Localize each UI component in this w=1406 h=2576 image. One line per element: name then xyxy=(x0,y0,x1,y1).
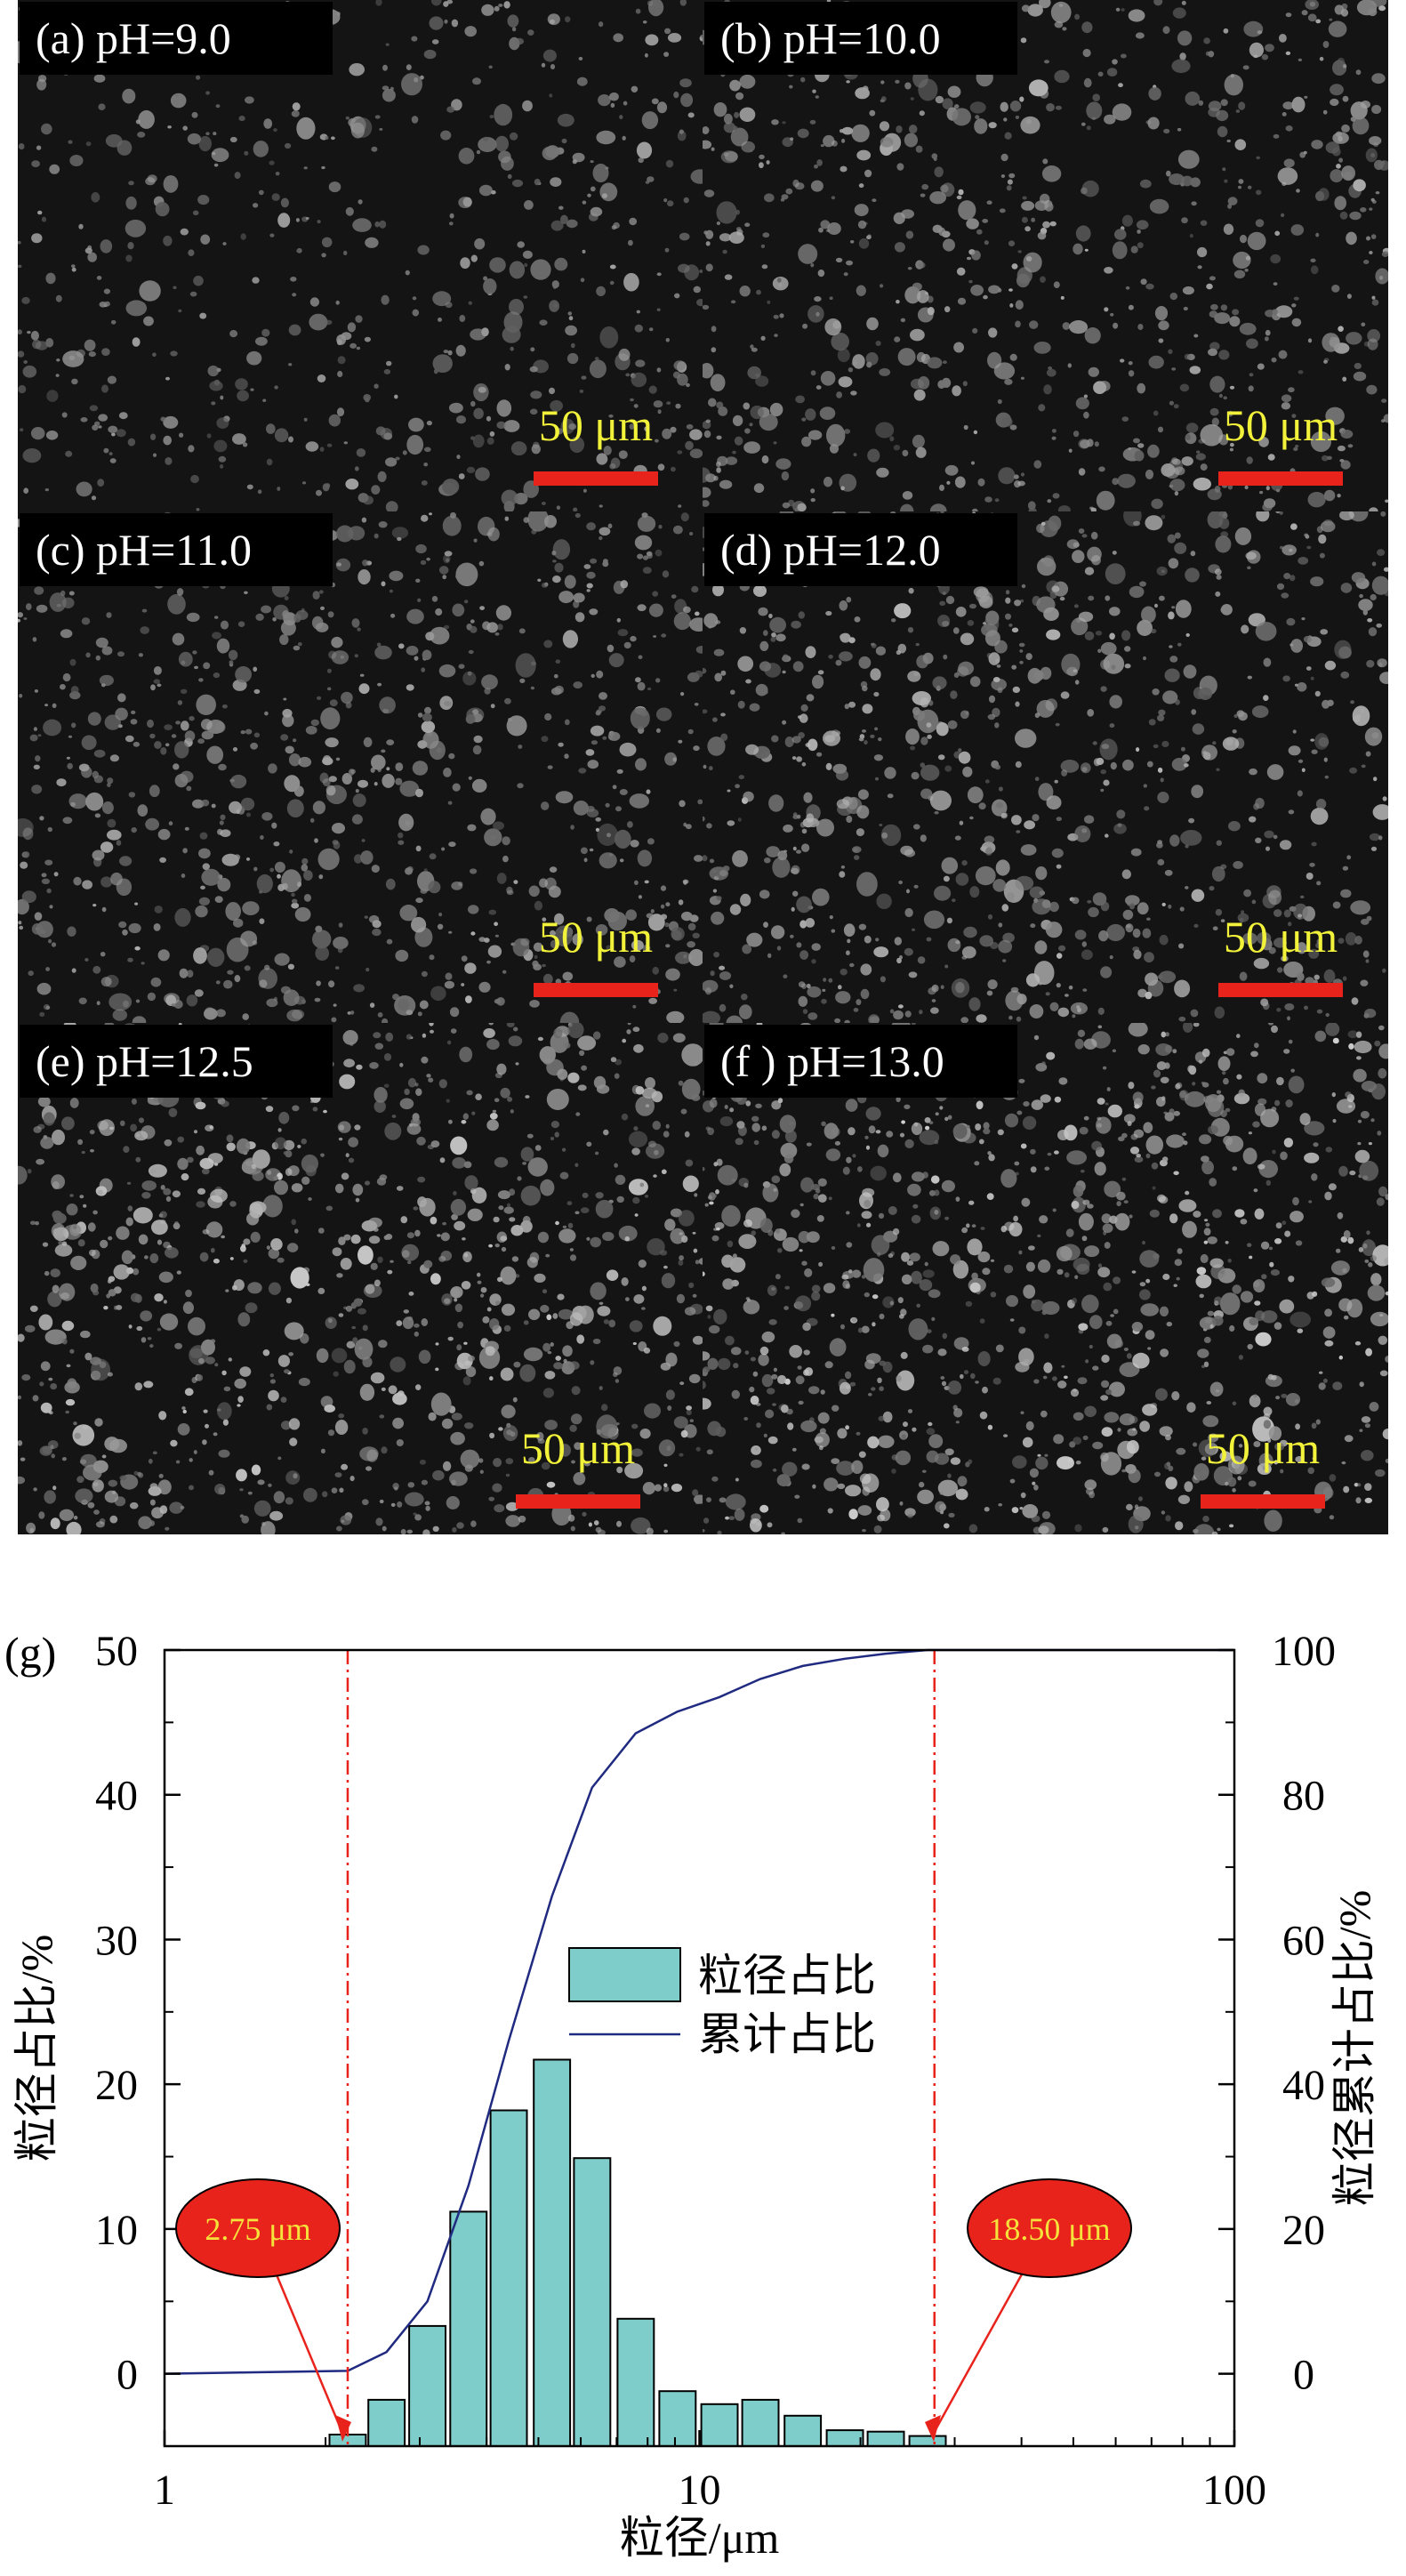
panel-label-box xyxy=(704,513,1017,586)
y-right-tick-label: 0 xyxy=(1293,2352,1314,2399)
bar xyxy=(658,2390,697,2448)
scale-bar xyxy=(1218,471,1343,486)
x-tick-label: 10 xyxy=(679,2467,721,2514)
marker-callout: 18.50 μm xyxy=(925,2178,1132,2442)
panel-label-box xyxy=(20,513,333,586)
callout-ellipse xyxy=(967,2178,1132,2278)
sem-micrograph-grid: (a) pH=9.050 μm(b) pH=10.050 μm(c) pH=11… xyxy=(18,0,1388,1534)
sem-panel: (f ) pH=13.0 50 μm xyxy=(703,1023,1388,1534)
panel-label-box xyxy=(704,1025,1017,1098)
sem-panel: (b) pH=10.0 50 μm xyxy=(703,0,1388,511)
marker-callout: 2.75 μm xyxy=(175,2178,351,2442)
sem-panel: (e) pH=12.5 50 μm xyxy=(18,1023,703,1534)
bar xyxy=(367,2398,406,2448)
y-left-tick-label: 40 xyxy=(95,1773,138,1820)
bar xyxy=(489,2109,528,2447)
bar xyxy=(783,2414,823,2447)
y-left-tick-label: 50 xyxy=(95,1628,138,1675)
callout-label: 18.50 μm xyxy=(988,2211,1110,2247)
sem-image xyxy=(18,511,703,1023)
legend-bar-label: 粒径占比 xyxy=(698,1951,876,2000)
panel-label: (e) pH=12.5 xyxy=(36,1036,253,1086)
y-left-tick-label: 30 xyxy=(95,1917,138,1964)
scale-bar xyxy=(1218,983,1343,997)
bar xyxy=(700,2403,739,2447)
sem-image xyxy=(703,1023,1388,1534)
bar-series xyxy=(328,2058,947,2448)
panel-label: (f ) pH=13.0 xyxy=(720,1036,944,1086)
panel-label: (d) pH=12.0 xyxy=(720,525,941,575)
sem-panel: (a) pH=9.0 50 μm xyxy=(18,0,703,511)
callout-arrow-line xyxy=(274,2272,344,2434)
y-left-tick-label: 10 xyxy=(95,2207,138,2254)
bar xyxy=(408,2324,447,2448)
bar xyxy=(533,2058,572,2447)
y-left-tick-label: 20 xyxy=(95,2062,138,2109)
sem-image xyxy=(18,1023,703,1534)
sem-image xyxy=(18,0,703,511)
callout-arrowhead xyxy=(335,2415,351,2442)
panel-label-g: (g) xyxy=(4,1628,56,1678)
sem-panel: (d) pH=12.0 50 μm xyxy=(703,511,1388,1023)
scale-bar xyxy=(516,1494,640,1509)
sem-image xyxy=(703,511,1388,1023)
sem-image xyxy=(703,0,1388,511)
callout-ellipse xyxy=(175,2178,341,2278)
bar xyxy=(741,2398,780,2448)
y-right-tick-label: 40 xyxy=(1282,2062,1325,2109)
y-right-tick-label: 100 xyxy=(1272,1628,1336,1675)
scale-bar xyxy=(534,471,658,486)
scale-bar-label: 50 μm xyxy=(539,400,653,450)
scale-bar xyxy=(534,983,658,997)
callout-arrowhead xyxy=(925,2415,941,2442)
particle-size-chart: 1 10 100 0 10 20 30 40 50 0 20 40 60 80 100 (g) 粒径/μm 粒径占… xyxy=(4,1628,1379,2563)
y-right-tick-label: 60 xyxy=(1282,1917,1325,1964)
y-right-tick-label: 80 xyxy=(1282,1773,1325,1820)
x-tick-label: 1 xyxy=(154,2467,175,2514)
x-axis-title: 粒径/μm xyxy=(620,2513,780,2563)
bar xyxy=(573,2157,612,2447)
y-right-tick-label: 20 xyxy=(1282,2207,1325,2254)
scale-bar-label: 50 μm xyxy=(539,912,653,962)
sem-panel: (c) pH=11.0 50 μm xyxy=(18,511,703,1023)
scale-bar-label: 50 μm xyxy=(1224,912,1338,962)
panel-label: (a) pH=9.0 xyxy=(36,13,231,63)
callout-label: 2.75 μm xyxy=(205,2211,310,2247)
x-tick-label: 100 xyxy=(1202,2467,1266,2514)
panel-label-box xyxy=(20,1025,333,1098)
panel-label: (b) pH=10.0 xyxy=(720,13,941,63)
bar xyxy=(825,2429,864,2447)
panel-label-box xyxy=(704,2,1017,75)
panel-label-box xyxy=(20,2,333,75)
scale-bar xyxy=(1201,1494,1325,1509)
y-right-axis-title: 粒径累计占比/% xyxy=(1330,1890,1379,2207)
y-left-tick-label: 0 xyxy=(116,2352,138,2399)
scale-bar-label: 50 μm xyxy=(521,1423,635,1473)
panel-label: (c) pH=11.0 xyxy=(36,525,252,575)
scale-bar-label: 50 μm xyxy=(1224,400,1338,450)
legend-bar-swatch xyxy=(568,1947,681,2002)
bar xyxy=(449,2210,488,2448)
cumulative-line xyxy=(164,1648,1234,2375)
callout-arrow-line xyxy=(932,2272,1024,2434)
bar xyxy=(908,2435,947,2447)
y-left-axis-title: 粒径占比/% xyxy=(12,1935,61,2162)
bar xyxy=(866,2430,905,2448)
legend-line-label: 累计占比 xyxy=(698,2009,876,2059)
bar xyxy=(616,2317,655,2447)
scale-bar-label: 50 μm xyxy=(1206,1423,1320,1473)
